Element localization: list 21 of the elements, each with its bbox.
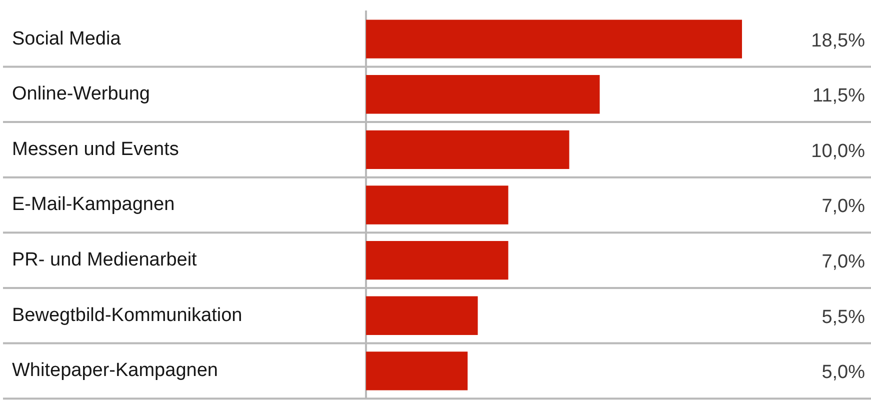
y-tick-label: Bewegtbild-Kommunikation xyxy=(12,304,242,326)
y-tick-label: Online-Werbung xyxy=(12,84,150,105)
y-tick-label: Whitepaper-Kampagnen xyxy=(12,360,218,382)
bar xyxy=(366,240,508,280)
bar xyxy=(366,352,468,390)
data-label: 7,0% xyxy=(822,196,866,218)
bar xyxy=(366,130,570,170)
bar xyxy=(366,296,478,335)
data-label: 18,5% xyxy=(811,30,866,52)
data-label: 7,0% xyxy=(822,252,866,273)
y-tick-label: Messen und Events xyxy=(12,138,179,160)
bar xyxy=(366,186,508,224)
bar xyxy=(366,20,742,58)
data-label: 5,5% xyxy=(822,306,866,328)
data-label: 11,5% xyxy=(812,86,866,107)
data-label: 5,0% xyxy=(822,362,866,384)
data-label: 10,0% xyxy=(811,140,866,162)
y-tick-label: PR- und Medienarbeit xyxy=(12,250,198,271)
bar xyxy=(366,75,600,114)
y-tick-label: E-Mail-Kampagnen xyxy=(12,194,175,216)
y-tick-label: Social Media xyxy=(12,28,122,50)
